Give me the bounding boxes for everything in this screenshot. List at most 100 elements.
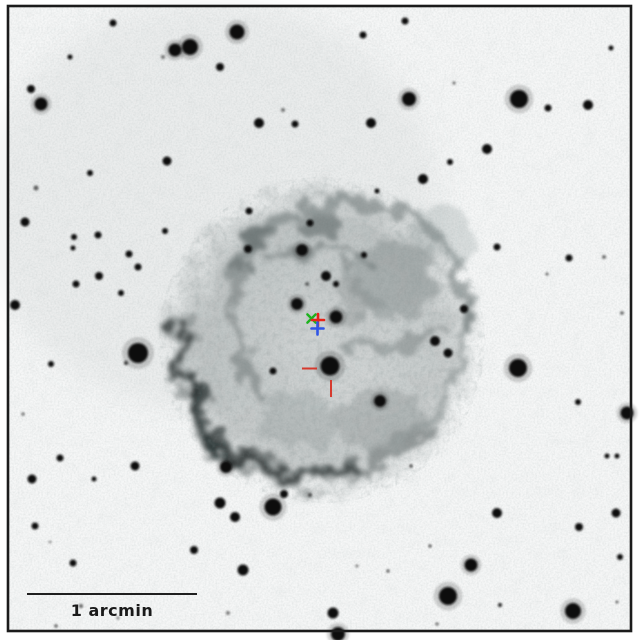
star [214, 497, 226, 509]
star [430, 336, 440, 346]
star [575, 523, 583, 531]
star [269, 367, 277, 375]
star [116, 616, 120, 620]
star [447, 159, 453, 165]
star [620, 311, 624, 315]
star [320, 356, 340, 376]
star [237, 564, 249, 576]
star [575, 399, 581, 405]
star [124, 361, 128, 365]
star [31, 522, 39, 530]
star [428, 544, 432, 548]
star [333, 281, 339, 287]
star [374, 188, 380, 194]
star [608, 45, 614, 51]
star [20, 217, 30, 227]
star [128, 343, 148, 363]
star [510, 90, 528, 108]
star [329, 310, 343, 324]
star [386, 569, 390, 573]
star [71, 234, 77, 240]
star [21, 412, 25, 416]
star [229, 24, 245, 40]
star [125, 250, 133, 258]
star [118, 290, 124, 296]
star [162, 156, 172, 166]
star [245, 207, 253, 215]
star [509, 359, 527, 377]
star [190, 546, 198, 554]
center-markers [306, 312, 326, 336]
star [327, 607, 339, 619]
star [10, 300, 20, 310]
star [220, 461, 232, 473]
star [134, 263, 142, 271]
star [87, 170, 93, 176]
star [280, 490, 288, 498]
star [492, 508, 502, 518]
star [34, 97, 48, 111]
star [306, 219, 314, 227]
star [409, 464, 413, 468]
star [498, 603, 502, 607]
star [452, 81, 456, 85]
star [355, 564, 359, 568]
star [230, 512, 240, 522]
star [162, 228, 168, 234]
star [27, 474, 37, 484]
marker-blue-plus [310, 321, 325, 336]
star [544, 104, 552, 112]
star [604, 453, 610, 459]
star [435, 622, 439, 626]
star [565, 254, 573, 262]
frame-border [6, 4, 633, 633]
star [291, 120, 299, 128]
star [602, 255, 606, 259]
star [545, 272, 549, 276]
star [130, 461, 140, 471]
star [366, 118, 376, 128]
star [359, 31, 367, 39]
star [33, 185, 39, 191]
star [308, 493, 312, 497]
star [443, 348, 453, 358]
star [48, 361, 54, 367]
star [48, 540, 52, 544]
star [464, 558, 478, 572]
star [95, 272, 103, 280]
scale-bar-label: 1 arcmin [71, 601, 153, 620]
star [254, 118, 264, 128]
star [305, 282, 309, 286]
star [401, 17, 409, 25]
star [216, 63, 224, 71]
star [617, 554, 623, 560]
star [182, 39, 198, 55]
star [583, 100, 593, 110]
star [321, 271, 331, 281]
star [611, 508, 621, 518]
star [94, 231, 102, 239]
star [281, 108, 285, 112]
star [291, 298, 303, 310]
star [161, 55, 165, 59]
scale-bar: 1 arcmin [27, 593, 197, 620]
star [70, 245, 76, 251]
star [493, 243, 501, 251]
star [54, 624, 58, 628]
star [439, 587, 457, 605]
star [296, 244, 308, 256]
star [614, 453, 620, 459]
star [565, 603, 581, 619]
star [244, 245, 252, 253]
star [91, 476, 97, 482]
star [374, 395, 386, 407]
star [109, 19, 117, 27]
target-crosshair [302, 367, 332, 397]
star [72, 280, 80, 288]
star [615, 600, 619, 604]
star [264, 498, 282, 516]
star [226, 611, 230, 615]
star [27, 85, 35, 93]
